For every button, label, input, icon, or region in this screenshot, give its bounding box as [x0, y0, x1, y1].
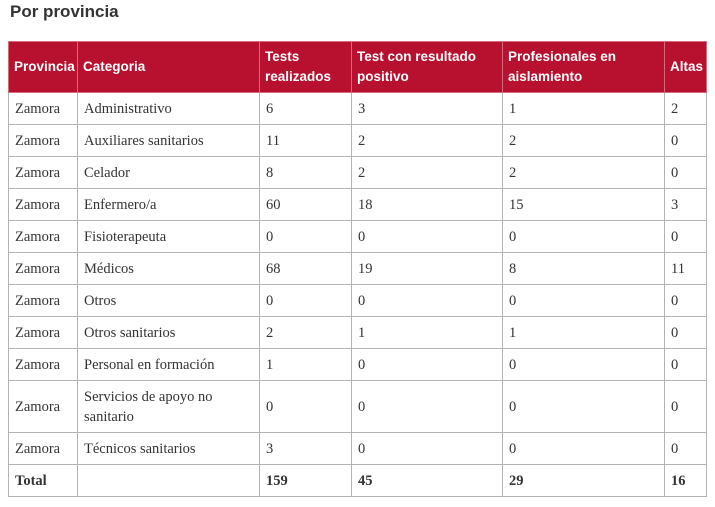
total-profesionales-aislamiento: 29 — [502, 464, 665, 497]
cell-altas: 0 — [664, 156, 707, 189]
table-row: Zamora Médicos 68 19 8 11 — [8, 252, 707, 285]
cell-test-positivo: 0 — [351, 348, 503, 381]
table-row: Zamora Técnicos sanitarios 3 0 0 0 — [8, 432, 707, 465]
table-row: Zamora Fisioterapeuta 0 0 0 0 — [8, 220, 707, 253]
total-test-positivo: 45 — [351, 464, 503, 497]
cell-provincia: Zamora — [8, 252, 78, 285]
cell-categoria: Fisioterapeuta — [77, 220, 260, 253]
table-row: Zamora Celador 8 2 2 0 — [8, 156, 707, 189]
cell-test-positivo: 0 — [351, 432, 503, 465]
cell-test-positivo: 0 — [351, 220, 503, 253]
cell-categoria: Enfermero/a — [77, 188, 260, 221]
cell-provincia: Zamora — [8, 348, 78, 381]
table-row: Zamora Personal en formación 1 0 0 0 — [8, 348, 707, 381]
table-row: Zamora Otros sanitarios 2 1 1 0 — [8, 316, 707, 349]
cell-provincia: Zamora — [8, 92, 78, 125]
total-row: Total 159 45 29 16 — [8, 464, 707, 497]
cell-altas: 0 — [664, 348, 707, 381]
cell-tests-realizados: 60 — [259, 188, 352, 221]
cell-tests-realizados: 0 — [259, 220, 352, 253]
cell-tests-realizados: 2 — [259, 316, 352, 349]
cell-categoria: Auxiliares sanitarios — [77, 124, 260, 157]
cell-profesionales-aislamiento: 1 — [502, 316, 665, 349]
cell-profesionales-aislamiento: 2 — [502, 124, 665, 157]
total-label: Total — [8, 464, 78, 497]
cell-provincia: Zamora — [8, 316, 78, 349]
cell-tests-realizados: 68 — [259, 252, 352, 285]
cell-altas: 0 — [664, 124, 707, 157]
cell-profesionales-aislamiento: 0 — [502, 432, 665, 465]
cell-altas: 0 — [664, 432, 707, 465]
cell-categoria: Otros sanitarios — [77, 316, 260, 349]
cell-provincia: Zamora — [8, 188, 78, 221]
cell-tests-realizados: 11 — [259, 124, 352, 157]
table-row: Zamora Auxiliares sanitarios 11 2 2 0 — [8, 124, 707, 157]
cell-provincia: Zamora — [8, 124, 78, 157]
column-header-test-positivo: Test con resultado positivo — [351, 41, 503, 93]
cell-categoria: Celador — [77, 156, 260, 189]
cell-categoria: Otros — [77, 284, 260, 317]
column-header-profesionales-aislamiento: Profesionales en aislamiento — [502, 41, 665, 93]
cell-test-positivo: 18 — [351, 188, 503, 221]
total-empty-cell — [77, 464, 260, 497]
cell-tests-realizados: 3 — [259, 432, 352, 465]
cell-tests-realizados: 0 — [259, 380, 352, 433]
cell-profesionales-aislamiento: 0 — [502, 284, 665, 317]
cell-categoria: Técnicos sanitarios — [77, 432, 260, 465]
cell-test-positivo: 3 — [351, 92, 503, 125]
table-header-row: Provincia Categoria Tests realizados Tes… — [8, 41, 707, 93]
cell-altas: 0 — [664, 220, 707, 253]
cell-altas: 0 — [664, 380, 707, 433]
column-header-provincia: Provincia — [8, 41, 78, 93]
cell-tests-realizados: 6 — [259, 92, 352, 125]
table-row: Zamora Otros 0 0 0 0 — [8, 284, 707, 317]
cell-categoria: Médicos — [77, 252, 260, 285]
cell-test-positivo: 19 — [351, 252, 503, 285]
cell-categoria: Personal en formación — [77, 348, 260, 381]
cell-profesionales-aislamiento: 15 — [502, 188, 665, 221]
cell-test-positivo: 2 — [351, 124, 503, 157]
cell-provincia: Zamora — [8, 284, 78, 317]
cell-categoria: Servicios de apoyo no sanitario — [77, 380, 260, 433]
cell-categoria: Administrativo — [77, 92, 260, 125]
cell-test-positivo: 2 — [351, 156, 503, 189]
section-heading: Por provincia — [10, 2, 119, 21]
cell-altas: 3 — [664, 188, 707, 221]
cell-altas: 2 — [664, 92, 707, 125]
cell-provincia: Zamora — [8, 220, 78, 253]
cell-profesionales-aislamiento: 2 — [502, 156, 665, 189]
cell-tests-realizados: 1 — [259, 348, 352, 381]
cell-test-positivo: 1 — [351, 316, 503, 349]
cell-profesionales-aislamiento: 8 — [502, 252, 665, 285]
cell-profesionales-aislamiento: 0 — [502, 348, 665, 381]
cell-profesionales-aislamiento: 0 — [502, 380, 665, 433]
cell-altas: 0 — [664, 316, 707, 349]
total-tests-realizados: 159 — [259, 464, 352, 497]
column-header-tests-realizados: Tests realizados — [259, 41, 352, 93]
column-header-categoria: Categoria — [77, 41, 260, 93]
cell-tests-realizados: 8 — [259, 156, 352, 189]
total-altas: 16 — [664, 464, 707, 497]
cell-provincia: Zamora — [8, 156, 78, 189]
cell-test-positivo: 0 — [351, 380, 503, 433]
data-table: Provincia Categoria Tests realizados Tes… — [8, 41, 707, 497]
cell-provincia: Zamora — [8, 380, 78, 433]
cell-tests-realizados: 0 — [259, 284, 352, 317]
cell-provincia: Zamora — [8, 432, 78, 465]
table-row: Zamora Servicios de apoyo no sanitario 0… — [8, 380, 707, 433]
cell-altas: 11 — [664, 252, 707, 285]
column-header-altas: Altas — [664, 41, 707, 93]
table-row: Zamora Enfermero/a 60 18 15 3 — [8, 188, 707, 221]
cell-test-positivo: 0 — [351, 284, 503, 317]
table-row: Zamora Administrativo 6 3 1 2 — [8, 92, 707, 125]
cell-altas: 0 — [664, 284, 707, 317]
cell-profesionales-aislamiento: 0 — [502, 220, 665, 253]
cell-profesionales-aislamiento: 1 — [502, 92, 665, 125]
